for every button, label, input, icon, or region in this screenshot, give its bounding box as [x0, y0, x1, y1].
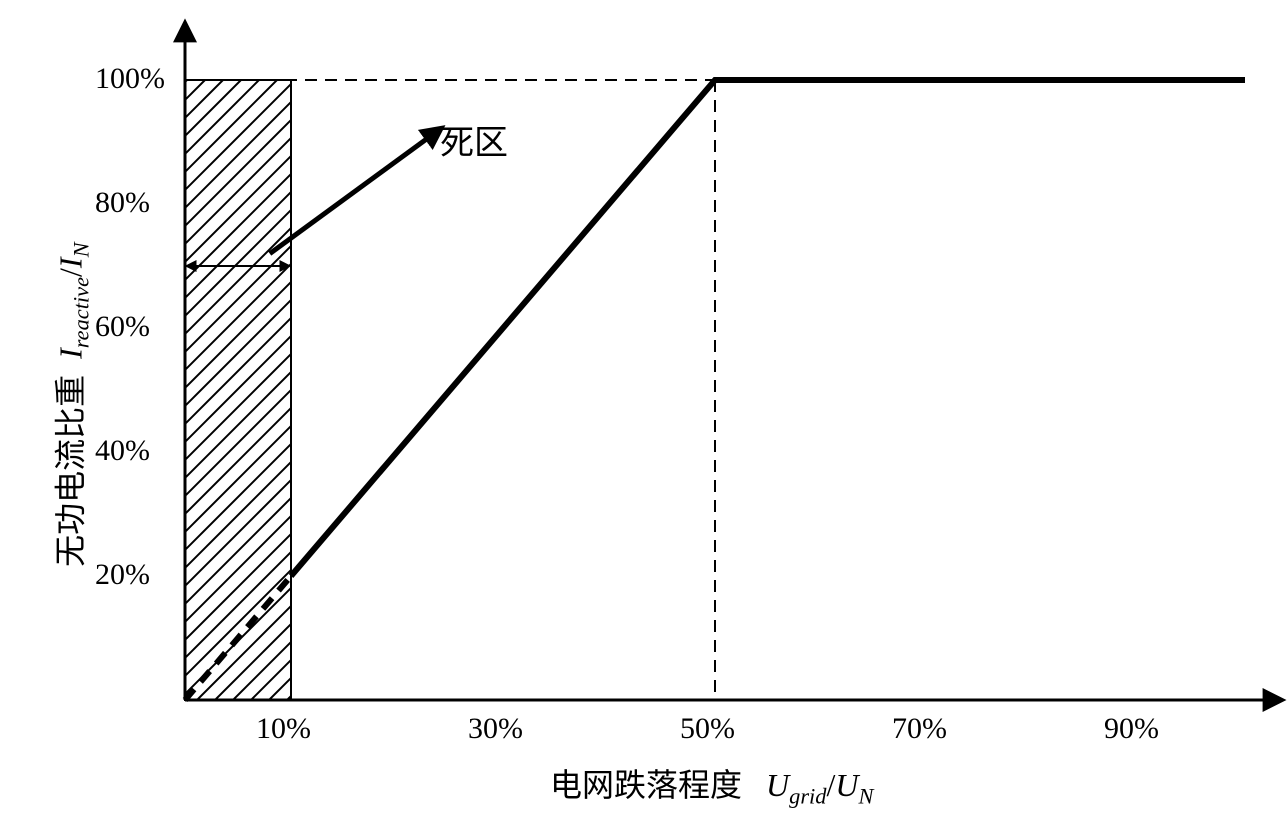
- y-axis-sub2: N: [69, 242, 94, 257]
- deadzone-callout-arrow: [270, 130, 440, 254]
- x-tick-label: 30%: [468, 712, 523, 746]
- main-line: [291, 80, 1245, 576]
- deadzone-label: 死区: [440, 115, 508, 164]
- chart-svg: [0, 0, 1288, 829]
- y-tick-label: 80%: [95, 186, 150, 220]
- y-axis-sub1: reactive: [69, 277, 94, 348]
- deadzone-hatch: [0, 80, 1288, 700]
- y-tick-label: 40%: [95, 434, 150, 468]
- x-axis-sub2: N: [858, 783, 873, 808]
- y-tick-label: 100%: [95, 62, 165, 96]
- x-axis-label-cn: 电网跌落程度: [550, 767, 742, 803]
- y-axis-var1: I: [52, 348, 88, 359]
- x-axis-var1: U: [766, 767, 789, 803]
- x-axis-label: 电网跌落程度 Ugrid/UN: [550, 760, 873, 809]
- x-tick-label: 50%: [680, 712, 735, 746]
- x-axis-sub1: grid: [789, 783, 826, 808]
- x-tick-label: 70%: [892, 712, 947, 746]
- line-dashed-extension: [185, 576, 291, 700]
- y-tick-label: 60%: [95, 310, 150, 344]
- y-tick-label: 20%: [95, 558, 150, 592]
- y-axis-label: 无功电流比重 Ireactive/IN: [45, 205, 94, 605]
- x-axis-var2: U: [835, 767, 858, 803]
- y-axis-label-cn: 无功电流比重: [52, 375, 88, 567]
- chart-container: 无功电流比重 Ireactive/IN 电网跌落程度 Ugrid/UN 死区 1…: [0, 0, 1288, 829]
- x-tick-label: 10%: [256, 712, 311, 746]
- y-axis-var2: I: [52, 257, 88, 268]
- x-tick-label: 90%: [1104, 712, 1159, 746]
